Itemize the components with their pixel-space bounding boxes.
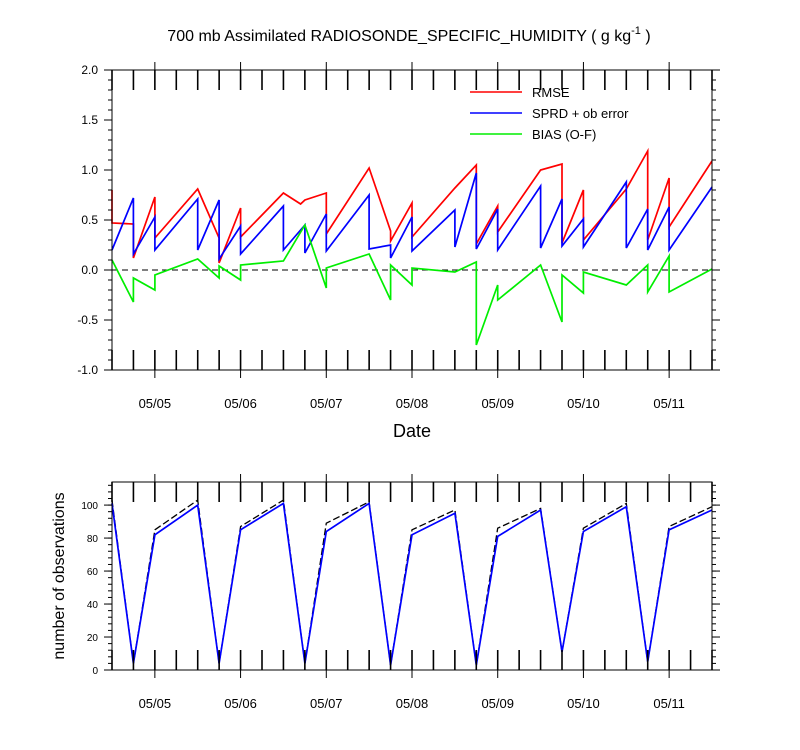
legend-label-sprd: SPRD + ob error [532, 106, 629, 121]
top-xtick-label: 05/05 [139, 396, 172, 411]
top-tick-group: 2.0 1.5 1.0 0.5 0.0 -0.5 -1.0 05/05 05/06 05/07 05… [77, 62, 720, 411]
bottom-xtick-label: 05/08 [396, 696, 429, 711]
top-xtick-label: 05/07 [310, 396, 343, 411]
top-xtick-label: 05/10 [567, 396, 600, 411]
bottom-series-line-1 [111, 501, 713, 666]
legend-label-bias: BIAS (O-F) [532, 127, 596, 142]
bottom-series-group [111, 498, 713, 666]
bottom-plot-frame [111, 481, 713, 671]
top-chart: 2.0 1.5 1.0 0.5 0.0 -0.5 -1.0 05/05 05/06 05/07 05… [77, 62, 720, 441]
top-ytick-label: 1.0 [81, 163, 98, 177]
legend-label-rmse: RMSE [532, 85, 570, 100]
bottom-ytick-label: 20 [87, 633, 99, 644]
bottom-chart: 100 80 60 40 20 0 05/05 05/06 05/07 05/08 05/09 05/… [51, 474, 720, 711]
top-xtick-label: 05/06 [224, 396, 257, 411]
top-ytick-label: -1.0 [77, 363, 98, 377]
bottom-xtick-label: 05/06 [224, 696, 257, 711]
top-series-line-2 [111, 222, 713, 346]
top-series-group [111, 147, 713, 346]
top-ytick-label: -0.5 [77, 313, 98, 327]
top-ytick-label: 2.0 [81, 63, 98, 77]
bottom-tick-group: 100 80 60 40 20 0 05/05 05/06 05/07 05/08 05/09 05/… [81, 474, 720, 711]
bottom-series-line-0 [111, 498, 713, 666]
top-xtick-label: 05/08 [396, 396, 429, 411]
bottom-xtick-label: 05/10 [567, 696, 600, 711]
legend: RMSE SPRD + ob error BIAS (O-F) [470, 85, 629, 142]
chart-title: 700 mb Assimilated RADIOSONDE_SPECIFIC_H… [167, 25, 650, 45]
top-ytick-label: 0.5 [81, 213, 98, 227]
bottom-ylabel: number of observations [51, 492, 68, 659]
bottom-xtick-label: 05/09 [481, 696, 514, 711]
bottom-ytick-label: 0 [92, 666, 98, 677]
chart-title-superscript: -1 [631, 25, 641, 37]
chart-title-end: ) [641, 28, 651, 45]
bottom-ytick-label: 100 [81, 501, 98, 512]
top-xtick-label: 05/11 [653, 396, 685, 411]
top-series-line-1 [111, 172, 713, 262]
top-ytick-label: 1.5 [81, 113, 98, 127]
bottom-xtick-label: 05/07 [310, 696, 343, 711]
chart-title-main: 700 mb Assimilated RADIOSONDE_SPECIFIC_H… [167, 28, 631, 45]
bottom-ytick-label: 60 [87, 567, 99, 578]
top-xlabel: Date [393, 421, 431, 441]
top-ytick-label: 0.0 [81, 263, 98, 277]
top-xtick-label: 05/09 [481, 396, 514, 411]
bottom-xtick-label: 05/11 [653, 696, 685, 711]
bottom-ytick-label: 80 [87, 534, 99, 545]
bottom-ytick-label: 40 [87, 600, 99, 611]
bottom-xtick-label: 05/05 [139, 696, 172, 711]
